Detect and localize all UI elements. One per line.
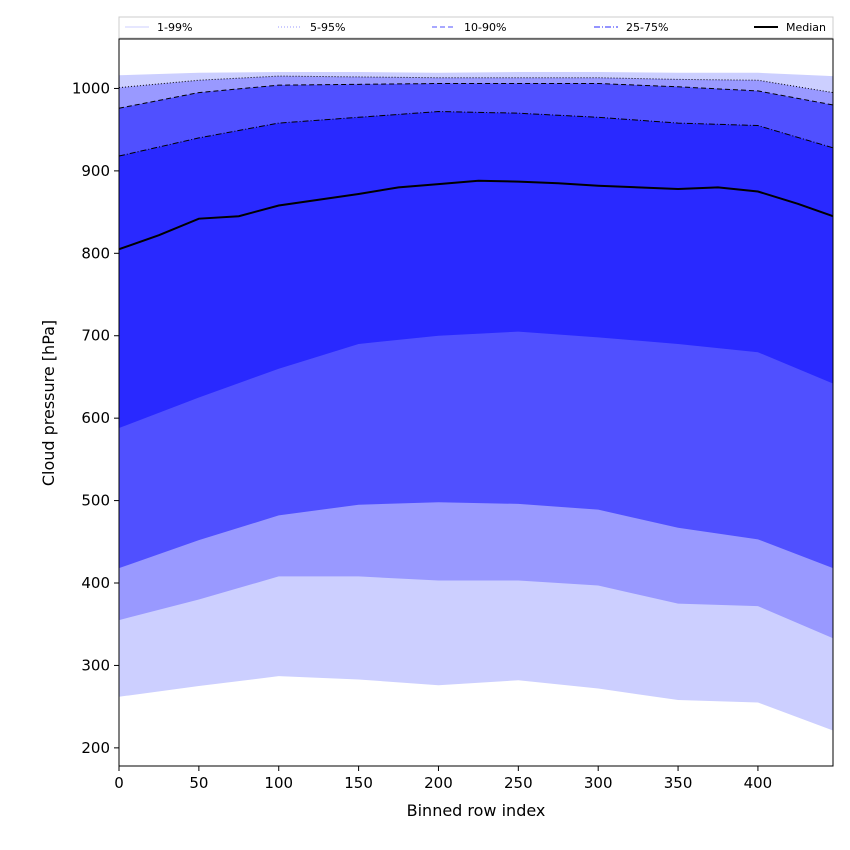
y-tick-label: 700	[81, 327, 110, 345]
x-tick-label: 100	[264, 774, 293, 792]
y-tick-label: 900	[81, 162, 110, 180]
y-tick-label: 200	[81, 739, 110, 757]
legend-label-Median: Median	[786, 21, 826, 34]
median-line	[118, 179, 834, 251]
band-areas	[118, 71, 834, 731]
x-tick-label: 250	[504, 774, 533, 792]
y-tick-label: 800	[81, 244, 110, 262]
y-tick-label: 400	[81, 574, 110, 592]
legend-label-10-90%: 10-90%	[464, 21, 506, 34]
x-tick-label: 300	[584, 774, 613, 792]
band-25-75%-upper-line	[118, 111, 834, 157]
median-series	[118, 179, 834, 251]
plot-frame	[118, 38, 834, 767]
y-axis-label: Cloud pressure [hPa]	[39, 320, 58, 486]
x-axis-label: Binned row index	[407, 801, 546, 820]
y-tick-label: 500	[81, 492, 110, 510]
x-tick-label: 200	[424, 774, 453, 792]
legend-frame	[118, 16, 834, 39]
x-axis: 0 50 100 150 200 250 300 350 400	[114, 766, 772, 792]
y-axis: 200 300 400 500 600 700 800 900 1000	[72, 79, 119, 757]
legend: 1-99% 5-95% 10-90% 25-75% Median	[118, 16, 834, 39]
x-tick-label: 50	[189, 774, 208, 792]
legend-label-1-99%: 1-99%	[157, 21, 192, 34]
x-tick-label: 150	[344, 774, 373, 792]
legend-label-25-75%: 25-75%	[626, 21, 668, 34]
band-5-95%-upper-line	[118, 75, 834, 94]
y-tick-label: 600	[81, 409, 110, 427]
band-25-75%-area	[119, 111, 833, 429]
y-tick-label: 1000	[72, 79, 110, 97]
x-tick-label: 0	[114, 774, 124, 792]
x-tick-label: 350	[664, 774, 693, 792]
y-tick-label: 300	[81, 656, 110, 674]
band-10-90%-upper-line	[118, 83, 834, 109]
legend-label-5-95%: 5-95%	[310, 21, 345, 34]
x-tick-label: 400	[744, 774, 773, 792]
